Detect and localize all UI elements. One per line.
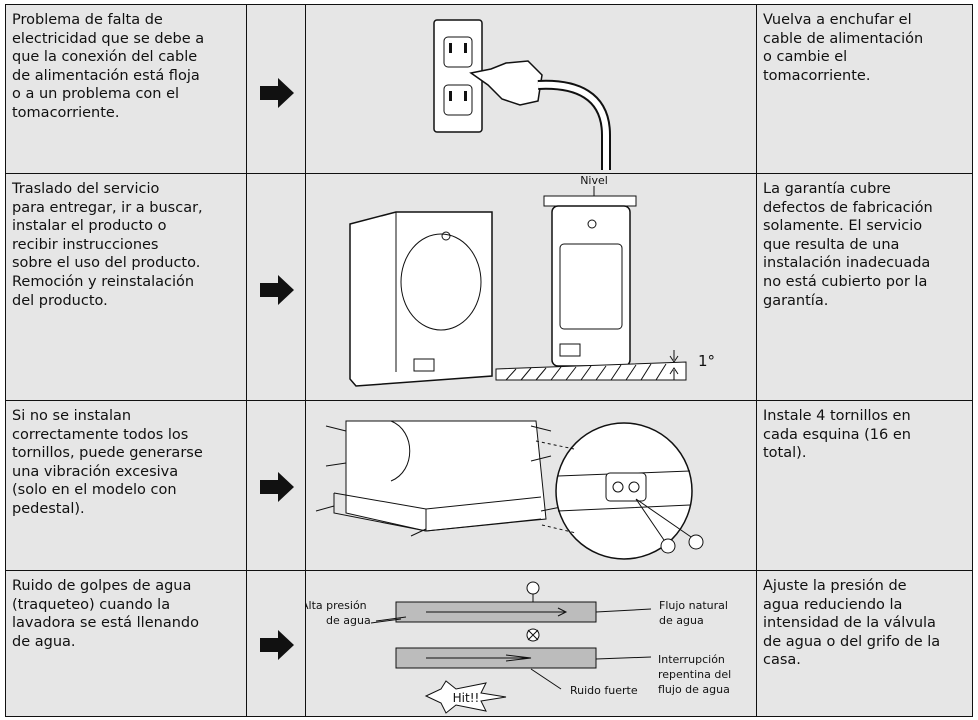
cell xyxy=(305,570,757,717)
text-line: una vibración excesiva xyxy=(12,463,179,480)
text-line: tomacorriente. xyxy=(763,67,871,84)
text-line: intensidad de la válvula xyxy=(763,615,936,632)
label: 1° xyxy=(698,352,715,370)
label: Interrupción xyxy=(658,653,725,666)
label: repentina del xyxy=(658,668,731,681)
text-line: o cambie el xyxy=(763,49,848,66)
cell xyxy=(5,400,247,571)
flow-illustration: Alta presión de agua Flujo natural de ag… xyxy=(306,581,731,714)
screws-illustration xyxy=(315,420,704,560)
text-line: de agua o del grifo de la xyxy=(763,633,941,650)
text-line: Ajuste la presión de xyxy=(763,578,907,594)
text-line: Remoción y reinstalación xyxy=(12,273,195,290)
label: Ruido fuerte xyxy=(570,684,638,697)
arrow xyxy=(260,275,294,305)
text-line: correctamente todos los xyxy=(12,426,189,443)
text-line: agua reduciendo la xyxy=(763,596,903,613)
problem-text: Problema de falta de electricidad que se … xyxy=(12,11,204,123)
text-line: que la conexión del cable xyxy=(12,49,198,66)
text-line: o a un problema con el xyxy=(12,86,180,103)
label: de agua xyxy=(326,614,371,627)
label: Alta presión xyxy=(306,599,367,612)
arrow xyxy=(260,78,294,108)
text-line: tomacorriente. xyxy=(12,104,120,121)
text-line: no está cubierto por la xyxy=(763,273,928,290)
solution-text: Instale 4 tornillos en cada esquina (16 e… xyxy=(763,407,911,463)
text-line: total). xyxy=(763,445,807,462)
level-illustration: Nivel 1° xyxy=(349,174,715,387)
text-line: del producto. xyxy=(12,292,108,309)
problem-text: Si no se instalan correctamente todos los… xyxy=(12,407,203,519)
cell xyxy=(5,570,247,717)
text-line: defectos de fabricación xyxy=(763,199,933,216)
text-line: Instale 4 tornillos en xyxy=(763,408,911,424)
text-line: sobre el uso del producto. xyxy=(12,255,201,272)
solution-text: Vuelva a enchufar el cable de alimentació… xyxy=(763,11,923,85)
arrow xyxy=(260,630,294,660)
problem-text: Traslado del servicio para entregar, ir a… xyxy=(12,180,203,310)
text-line: instalación inadecuada xyxy=(763,255,931,272)
text-line: Si no se instalan xyxy=(12,408,132,424)
cell xyxy=(5,173,247,401)
problem-text: Ruido de golpes de agua (traqueteo) cuand… xyxy=(12,577,199,651)
text-line: lavadora se está llenando xyxy=(12,615,199,632)
label: Nivel xyxy=(580,174,608,187)
outlet-illustration xyxy=(433,19,611,170)
text-line: de agua. xyxy=(12,633,76,650)
text-line: para entregar, ir a buscar, xyxy=(12,199,203,216)
text-line: (traqueteo) cuando la xyxy=(12,596,171,613)
cell xyxy=(756,400,973,571)
text-line: tornillos, puede generarse xyxy=(12,445,203,462)
label: Flujo natural xyxy=(659,599,728,612)
label: Hit!! xyxy=(453,691,480,705)
solution-text: La garantía cubre defectos de fabricación… xyxy=(763,180,933,310)
label: de agua xyxy=(659,614,704,627)
text-line: La garantía cubre xyxy=(763,181,891,197)
label: flujo de agua xyxy=(658,683,730,696)
text-line: cada esquina (16 en xyxy=(763,426,911,443)
text-line: solamente. El servicio xyxy=(763,218,923,235)
arrow xyxy=(260,472,294,502)
text-line: recibir instrucciones xyxy=(12,236,159,253)
text-line: Problema de falta de xyxy=(12,12,163,28)
cell xyxy=(756,570,973,717)
text-line: Ruido de golpes de agua xyxy=(12,578,192,594)
text-line: electricidad que se debe a xyxy=(12,30,205,47)
cell xyxy=(5,4,247,174)
text-line: instalar el producto o xyxy=(12,218,167,235)
text-line: de alimentación está floja xyxy=(12,67,200,84)
solution-text: Ajuste la presión de agua reduciendo la in… xyxy=(763,577,940,670)
text-line: garantía. xyxy=(763,292,829,309)
text-line: pedestal). xyxy=(12,500,85,517)
text-line: (solo en el modelo con xyxy=(12,482,177,499)
cell xyxy=(756,173,973,401)
text-line: casa. xyxy=(763,652,801,669)
text-line: cable de alimentación xyxy=(763,30,924,47)
text-line: Traslado del servicio xyxy=(12,181,160,197)
cell xyxy=(246,570,306,717)
text-line: que resulta de una xyxy=(763,236,900,253)
text-line: Vuelva a enchufar el xyxy=(763,12,912,28)
cell xyxy=(756,4,973,174)
